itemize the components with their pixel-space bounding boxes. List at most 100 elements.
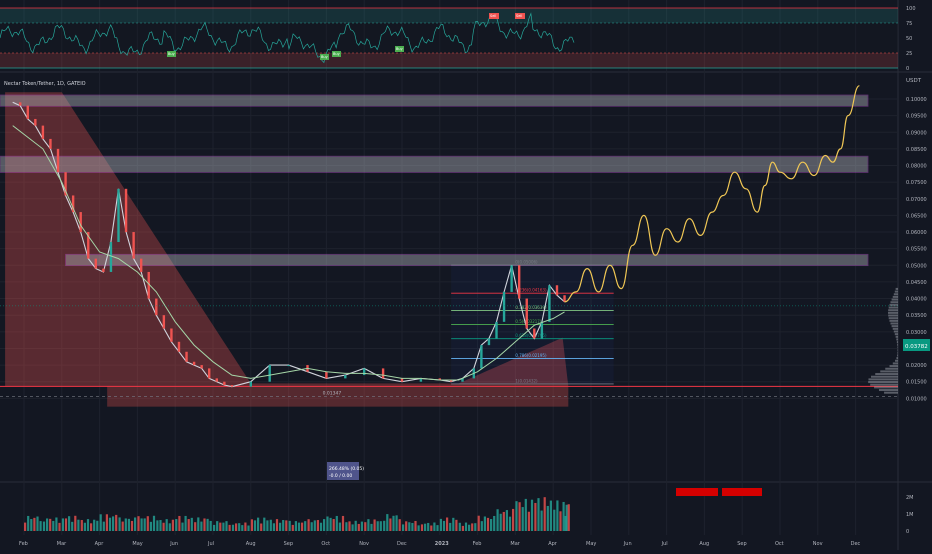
volume-bar: [352, 524, 354, 531]
supply-zone: [66, 254, 868, 265]
volume-bar: [96, 521, 98, 531]
price-candle: [503, 292, 505, 322]
volume-profile-bar: [888, 309, 898, 311]
price-candle: [541, 322, 543, 339]
osc-oversold-zone: [0, 53, 898, 68]
volume-bar: [46, 518, 48, 531]
volume-bar: [200, 522, 202, 531]
volume-profile-bar: [889, 320, 898, 322]
time-tick-label: Nov: [813, 541, 823, 547]
volume-bar: [81, 520, 83, 531]
time-tick-label: Apr: [548, 541, 558, 547]
volume-bar: [339, 523, 341, 531]
volume-bar: [509, 517, 511, 531]
price-candle: [185, 352, 187, 362]
volume-bar: [380, 521, 382, 531]
volume-bar: [528, 512, 530, 531]
volume-bar: [141, 518, 143, 531]
volume-bar: [36, 517, 38, 531]
volume-bar: [519, 502, 521, 531]
price-candle: [80, 212, 82, 232]
time-tick-label: Aug: [246, 541, 256, 547]
volume-bar: [355, 521, 357, 531]
volume-profile-bar: [889, 307, 898, 309]
volume-bar: [414, 521, 416, 531]
volume-bar: [62, 518, 64, 531]
osc-tick-label: 100: [906, 6, 916, 12]
price-candle: [125, 189, 127, 232]
price-tick-label: 0.07500: [906, 180, 927, 186]
price-candle: [518, 265, 520, 298]
price-tick-label: 0.03500: [906, 313, 927, 319]
volume-bar: [421, 524, 423, 531]
volume-bar: [270, 520, 272, 531]
alert-badge-2: [722, 488, 762, 496]
time-tick-label: Feb: [473, 541, 482, 547]
volume-profile-bar: [894, 330, 898, 332]
volume-bar: [490, 519, 492, 531]
volume-bar: [361, 522, 363, 531]
time-tick-label: Nov: [359, 541, 369, 547]
volume-bar: [455, 520, 457, 531]
volume-bar: [153, 516, 155, 531]
volume-bar: [49, 519, 51, 531]
volume-bar: [506, 510, 508, 531]
volume-bar: [137, 516, 139, 531]
time-tick-label: Apr: [95, 541, 105, 547]
volume-bar: [556, 500, 558, 531]
volume-bar: [191, 518, 193, 531]
volume-profile-bar: [896, 336, 898, 338]
volume-bar: [229, 525, 231, 531]
osc-buy-tag: Buy: [333, 52, 340, 56]
volume-bar: [471, 523, 473, 531]
volume-bar: [30, 519, 32, 531]
volume-bar: [522, 507, 524, 531]
volume-bar: [311, 522, 313, 531]
volume-profile-bar: [893, 362, 898, 364]
volume-bar: [440, 519, 442, 531]
volume-bar: [144, 518, 146, 531]
volume-bar: [257, 518, 259, 531]
volume-bar: [172, 520, 174, 531]
price-candle: [526, 299, 528, 329]
price-candle: [533, 328, 535, 338]
volume-bar: [147, 516, 149, 531]
volume-bar: [408, 522, 410, 531]
volume-bar: [58, 523, 60, 531]
volume-bar: [497, 509, 499, 531]
price-tick-label: 0.03000: [906, 330, 927, 336]
volume-profile-bar: [871, 376, 898, 378]
price-tick-label: 0.01000: [906, 396, 927, 402]
volume-bar: [197, 517, 199, 531]
time-tick-label: Dec: [397, 541, 407, 547]
time-tick-label: Sep: [284, 541, 293, 547]
time-tick-label: Aug: [699, 541, 709, 547]
volume-bar: [251, 519, 253, 531]
volume-bar: [260, 524, 262, 531]
volume-bar: [175, 519, 177, 531]
volume-bar: [289, 521, 291, 531]
volume-bar: [232, 525, 234, 531]
price-candle: [110, 242, 112, 272]
volume-profile-bar: [880, 370, 898, 372]
volume-bar: [181, 523, 183, 531]
volume-profile-bar: [874, 386, 898, 388]
price-candle: [178, 342, 180, 352]
price-tick-label: 0.08500: [906, 147, 927, 153]
current-price-label: 0.03782: [905, 344, 928, 350]
volume-bar: [436, 525, 438, 531]
volume-bar: [308, 519, 310, 531]
volume-bar: [386, 514, 388, 531]
price-candle: [170, 328, 172, 341]
price-candle: [231, 385, 233, 387]
volume-profile-bar: [870, 384, 898, 386]
volume-bar: [418, 525, 420, 531]
pair-title: Nectar Token/Tether, 1D, GATEIO: [4, 81, 86, 87]
volume-bar: [358, 524, 360, 531]
volume-profile-bar: [889, 304, 898, 306]
time-tick-label: Mar: [57, 541, 67, 547]
volume-bar: [178, 516, 180, 531]
volume-bar: [326, 516, 328, 531]
osc-buy-tag: Buy: [168, 52, 175, 56]
